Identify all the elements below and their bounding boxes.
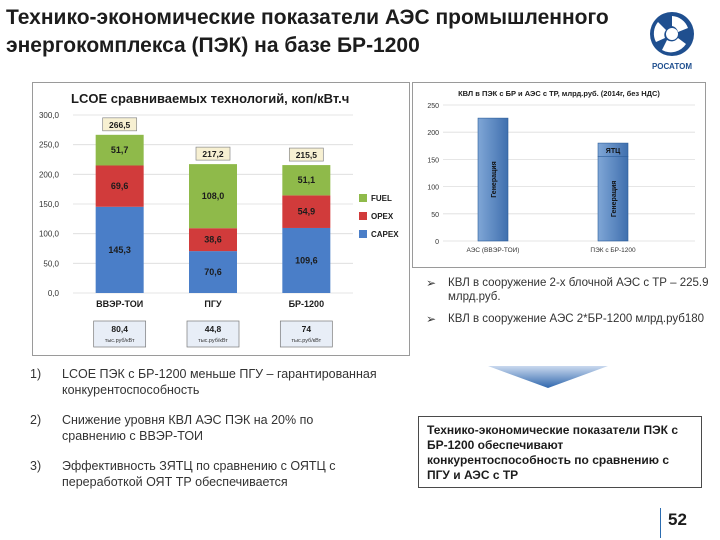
x-tick-label: БР-1200 [289, 299, 325, 309]
y-tick-label: 250,0 [39, 141, 60, 150]
total-label-box [195, 146, 231, 161]
kvl-segment-label: Генерация [611, 181, 618, 218]
bullet-list: ➢ КВЛ в сооружение 2-х блочной АЭС с ТР … [422, 276, 712, 334]
y-tick-label: 50,0 [43, 259, 59, 268]
conclusion-item: 3) Эффективность ЗЯТЦ по сравнению с ОЯТ… [30, 458, 380, 490]
conclusions-list: 1) LCOE ПЭК с БР-1200 меньше ПГУ – гаран… [30, 366, 380, 504]
kvl-chart-frame: КВЛ в ПЭК с БР и АЭС с ТР, млрд.руб. (20… [412, 82, 706, 268]
y-tick-label: 0,0 [48, 289, 60, 298]
kvl-bar-segment [597, 142, 629, 157]
conclusion-index: 1) [30, 367, 42, 381]
bar-segment-capex [189, 251, 237, 293]
data-label: 51,7 [111, 145, 129, 155]
data-label: 108,0 [202, 191, 225, 201]
bar-segment-capex [282, 227, 331, 293]
y-tick-label: 250 [427, 103, 439, 110]
bar-segment-fuel [282, 165, 331, 196]
data-label: 38,6 [204, 235, 222, 245]
y-tick-label: 100,0 [39, 230, 60, 239]
total-label: 266,5 [109, 120, 131, 130]
kvl-x-tick-label: ПЭК с БР-1200 [590, 247, 636, 254]
capex-value: 44,8 [205, 324, 222, 334]
conclusion-text: Снижение уровня КВЛ АЭС ПЭК на 20% по ср… [62, 413, 314, 443]
bullet-item: ➢ КВЛ в сооружение АЭС 2*БР-1200 млрд.ру… [422, 312, 712, 326]
bar-segment-opex [282, 195, 331, 228]
total-label: 215,5 [296, 150, 318, 160]
y-tick-label: 200 [427, 130, 439, 137]
kvl-bar-segment [477, 117, 509, 242]
capex-unit: тыс.руб/кВт [292, 338, 322, 344]
kvl-segment-label: Генерация [491, 161, 498, 198]
conclusion-text: Эффективность ЗЯТЦ по сравнению с ОЯТЦ с… [62, 459, 336, 489]
legend-swatch [359, 194, 367, 202]
lcoe-chart-frame: LCOE сравниваемых технологий, коп/кВт.ч … [32, 82, 410, 356]
down-arrow-icon [488, 366, 608, 388]
y-tick-label: 200,0 [39, 170, 60, 179]
bullet-text: КВЛ в сооружение АЭС 2*БР-1200 млрд.руб. [448, 313, 689, 325]
bar-segment-opex [95, 165, 144, 207]
bullet-value: 180 [684, 313, 704, 325]
total-label-box [288, 147, 324, 162]
y-tick-label: 0 [435, 239, 439, 246]
y-tick-label: 100 [427, 185, 439, 192]
bar-segment-capex [95, 206, 144, 293]
conclusion-item: 2) Снижение уровня КВЛ АЭС ПЭК на 20% по… [30, 412, 380, 444]
y-tick-label: 150 [427, 157, 439, 164]
slide-title: Технико-экономические показатели АЭС про… [6, 6, 609, 57]
capex-box [186, 320, 240, 348]
arrow-bullet-icon: ➢ [426, 276, 437, 290]
bar-segment-opex [189, 228, 237, 252]
kvl-segment-label: ЯТЦ [606, 148, 621, 155]
conclusion-index: 2) [30, 413, 42, 427]
conclusion-index: 3) [30, 459, 42, 473]
legend-label: OPEX [371, 212, 394, 221]
data-label: 70,6 [204, 267, 222, 277]
bullet-text: КВЛ в сооружение 2-х блочной АЭС с ТР – … [448, 277, 709, 303]
legend-swatch [359, 230, 367, 238]
data-label: 51,1 [298, 175, 316, 185]
legend-label: FUEL [371, 194, 392, 203]
capex-value: 74 [302, 324, 312, 334]
data-label: 69,6 [111, 181, 129, 191]
data-label: 54,9 [298, 207, 316, 217]
data-label: 109,6 [295, 255, 318, 265]
page-number-divider [660, 508, 661, 538]
capex-value: 80,4 [111, 324, 128, 334]
kvl-bar-segment [597, 156, 629, 242]
kvl-chart: КВЛ в ПЭК с БР и АЭС с ТР, млрд.руб. (20… [427, 89, 695, 254]
lcoe-chart: LCOE сравниваемых технологий, коп/кВт.ч … [39, 91, 399, 348]
bar-segment-fuel [189, 164, 237, 229]
y-tick-label: 150,0 [39, 200, 60, 209]
capex-unit: тыс.руб/кВт [105, 338, 135, 344]
conclusion-text: LCOE ПЭК с БР-1200 меньше ПГУ – гарантир… [62, 367, 377, 397]
page-number: 52 [668, 510, 687, 529]
legend-swatch [359, 212, 367, 220]
x-tick-label: ВВЭР-ТОИ [96, 299, 143, 309]
x-tick-label: ПГУ [204, 299, 222, 309]
chart-title: LCOE сравниваемых технологий, коп/кВт.ч [71, 91, 349, 106]
total-label-box [102, 117, 138, 132]
y-tick-label: 300,0 [39, 111, 60, 120]
logo-text: РОСАТОМ [652, 62, 692, 71]
rosatom-logo: РОСАТОМ [650, 12, 694, 71]
y-tick-label: 50 [431, 212, 439, 219]
legend-label: CAPEX [371, 230, 399, 239]
summary-box: Технико-экономические показатели ПЭК с Б… [418, 416, 702, 488]
bullet-item: ➢ КВЛ в сооружение 2-х блочной АЭС с ТР … [422, 276, 712, 304]
arrow-bullet-icon: ➢ [426, 312, 437, 326]
conclusion-item: 1) LCOE ПЭК с БР-1200 меньше ПГУ – гаран… [30, 366, 380, 398]
kvl-x-tick-label: АЭС (ВВЭР-ТОИ) [467, 247, 520, 254]
kvl-chart-title: КВЛ в ПЭК с БР и АЭС с ТР, млрд.руб. (20… [458, 89, 660, 98]
data-label: 145,3 [108, 245, 131, 255]
total-label: 217,2 [202, 149, 224, 159]
capex-box [279, 320, 333, 348]
capex-box [93, 320, 147, 348]
capex-unit: тыс.руб/кВт [198, 338, 228, 344]
bar-segment-fuel [95, 134, 144, 166]
